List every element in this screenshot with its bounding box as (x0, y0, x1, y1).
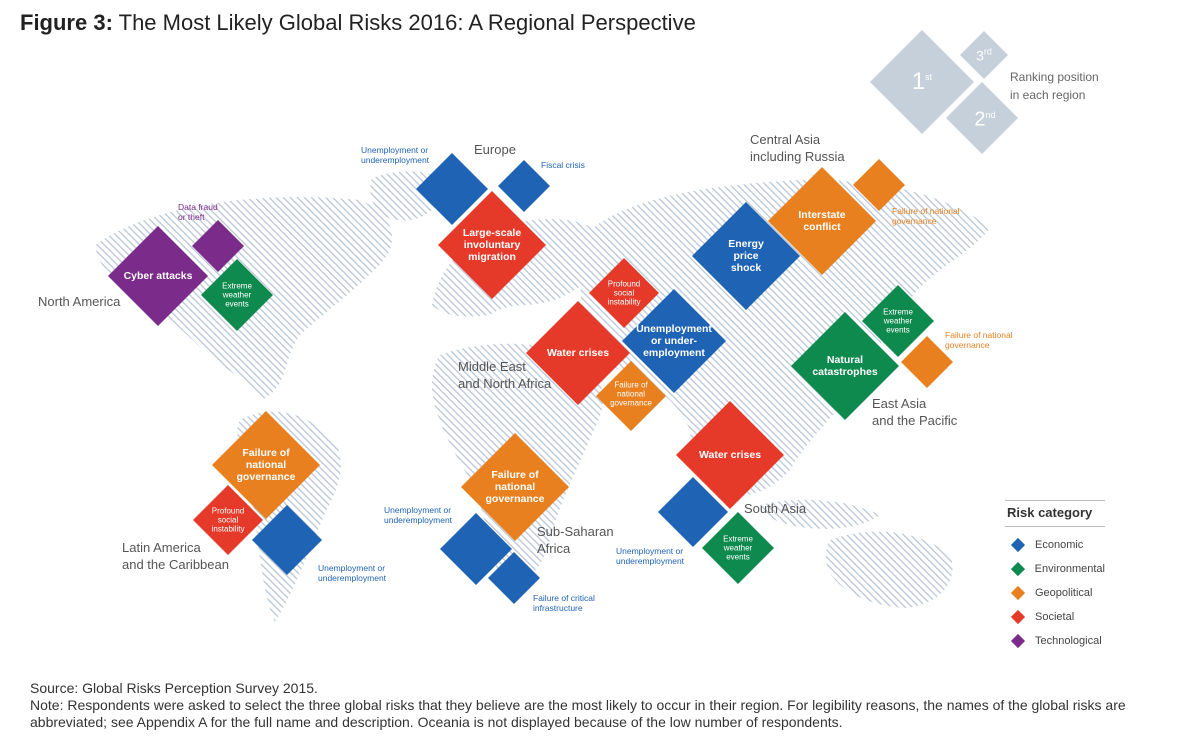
label-ssa-unemployment: Unemployment or underemployment (384, 505, 453, 525)
figure-title: Figure 3: The Most Likely Global Risks 2… (20, 10, 696, 36)
figure-number: Figure 3: (20, 10, 113, 35)
risk-diamond-eu-1 (438, 191, 546, 299)
risk-diamond-me-2 (596, 361, 666, 431)
rank-third: 3rd (976, 46, 992, 64)
risk-diamonds (108, 153, 953, 604)
region-north-america: North America (38, 294, 121, 309)
technological-swatch-icon (1010, 633, 1026, 649)
risk-diamond-ea-1 (791, 312, 899, 420)
legend-item-geopolitical: Geopolitical (1005, 581, 1105, 605)
figure-title-text: The Most Likely Global Risks 2016: A Reg… (118, 10, 696, 35)
continent-asia (580, 179, 990, 497)
risk-diamond-na-1 (108, 226, 208, 326)
risk-diamond-eu-2 (416, 153, 488, 225)
risk-diamond-ssa-1 (461, 433, 569, 541)
rank-second-diamond (946, 82, 1018, 154)
risk-diamond-ea-3 (901, 336, 953, 388)
ranking-label: Ranking position in each region (1010, 70, 1099, 102)
risk-diamond-eu-3 (498, 160, 550, 212)
legend: Risk category Economic Environmental Geo… (1005, 500, 1105, 653)
legend-item-economic: Economic (1005, 533, 1105, 557)
legend-item-societal: Societal (1005, 605, 1105, 629)
risk-diamond-ca-2 (768, 167, 876, 275)
risk-diamond-me-1 (526, 301, 630, 405)
label-ca-governance: Failure of national governance (892, 206, 960, 226)
risk-diamond-sa-2 (658, 477, 728, 547)
risk-diamond-me-b (622, 289, 726, 393)
continent-indonesia (759, 499, 880, 529)
label-data-fraud: Data fraud or theft (178, 202, 218, 222)
footnote: Note: Respondents were asked to select t… (30, 697, 1126, 730)
region-middle-east: Middle East and North Africa (458, 359, 552, 391)
label-la-unemployment: Unemployment or underemployment (318, 563, 387, 583)
rank-first-diamond (870, 30, 974, 134)
risk-diamond-me-3 (589, 258, 659, 328)
footer: Source: Global Risks Perception Survey 2… (30, 680, 1180, 731)
risk-diamond-la-2 (193, 485, 263, 555)
region-south-asia: South Asia (744, 501, 807, 516)
risk-diamond-ssa-3 (488, 552, 540, 604)
label-ea-governance: Failure of national governance (945, 330, 1013, 350)
rank-first: 1st (911, 68, 933, 95)
source-note: Source: Global Risks Perception Survey 2… (30, 680, 318, 696)
legend-title: Risk category (1005, 500, 1105, 527)
economic-swatch-icon (1010, 537, 1026, 553)
risk-diamond-na-2 (201, 259, 273, 331)
region-central-asia: Central Asia including Russia (750, 132, 845, 164)
region-europe: Europe (474, 142, 516, 157)
risk-diamond-ca-3 (853, 159, 905, 211)
risk-diamond-la-1 (212, 411, 320, 519)
risk-diamond-sa-3 (702, 512, 774, 584)
label-eu-unemployment: Unemployment or underemployment (361, 145, 430, 165)
rank-third-diamond (960, 31, 1008, 79)
label-ssa-infrastructure: Failure of critical infrastructure (533, 593, 595, 613)
ranking-key (870, 30, 1018, 154)
environmental-swatch-icon (1010, 562, 1025, 576)
risk-diamond-ea-2 (862, 285, 934, 357)
risk-diamond-ssa-2 (440, 513, 512, 585)
continent-australia (825, 531, 953, 608)
risk-diamond-la-3 (252, 505, 322, 575)
label-eu-fiscal-crisis: Fiscal crisis (541, 160, 585, 170)
region-latin-america: Latin America and the Caribbean (122, 540, 229, 572)
legend-item-technological: Technological (1005, 629, 1105, 653)
legend-item-environmental: Environmental (1005, 557, 1105, 581)
geopolitical-swatch-icon (1010, 585, 1026, 601)
risk-diamond-na-3 (192, 220, 244, 272)
risk-diamond-sa-1 (676, 401, 784, 509)
label-sa-unemployment: Unemployment or underemployment (616, 546, 685, 566)
societal-swatch-icon (1010, 609, 1026, 625)
rank-second: 2nd (974, 108, 996, 131)
risk-diamond-ca-1 (692, 202, 800, 310)
region-east-asia: East Asia and the Pacific (872, 396, 958, 428)
region-sub-saharan-africa: Sub-Saharan Africa (537, 524, 614, 556)
